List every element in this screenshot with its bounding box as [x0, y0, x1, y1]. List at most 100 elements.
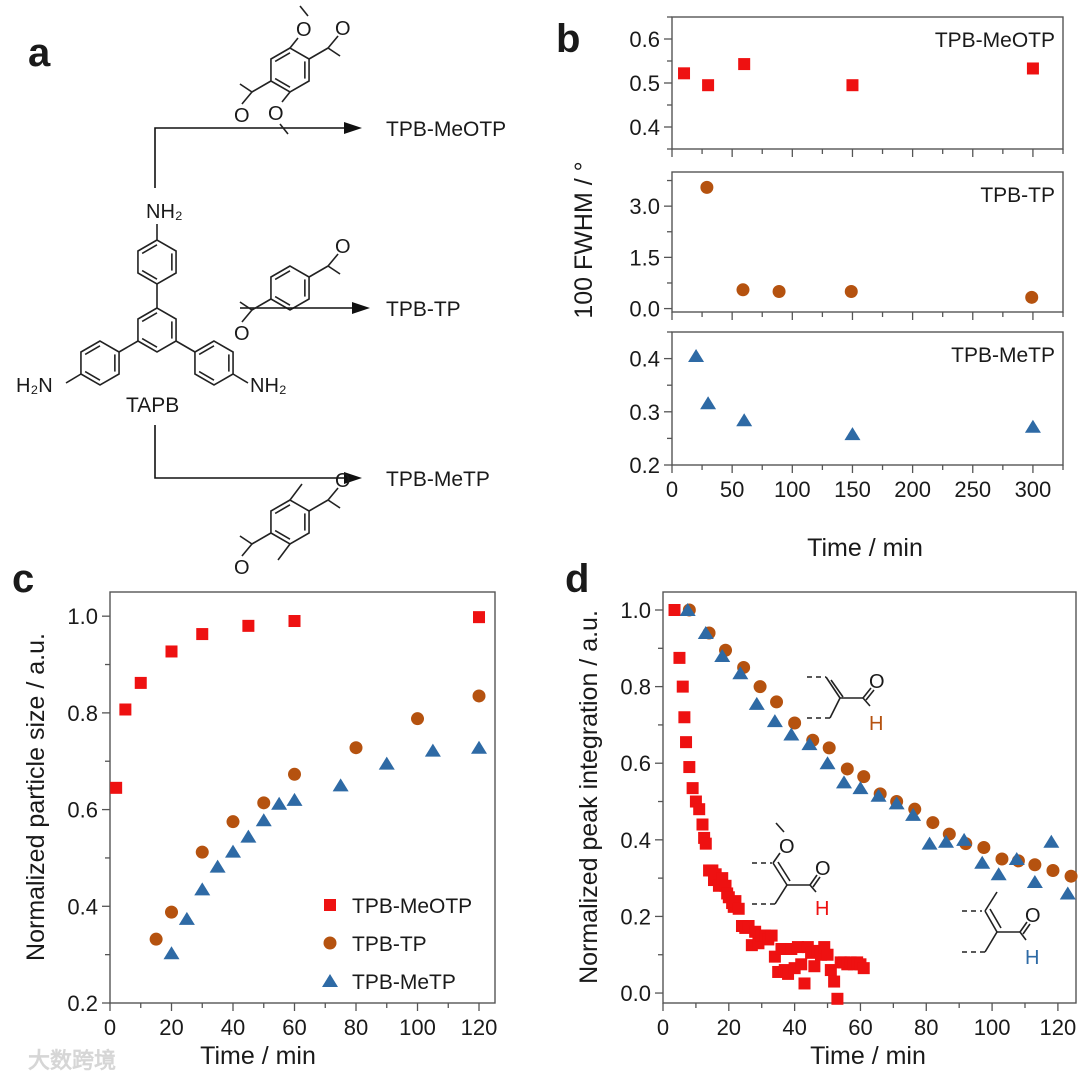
double-bond [141, 269, 158, 280]
data-point-triangle [844, 427, 861, 441]
data-point-circle [844, 285, 858, 299]
bond [327, 35, 339, 49]
y-tick-label: 0.0 [629, 297, 660, 322]
x-tick-label: 50 [720, 477, 744, 502]
reaction-scheme: NH₂ H₂N NH₂ TAPB TPB-MeOTP TPB-TP TPB-Me… [16, 5, 506, 579]
data-point-square [678, 67, 691, 80]
data-point-triangle [194, 882, 211, 896]
data-point-triangle [974, 855, 991, 869]
y-tick-label: 0.4 [620, 828, 651, 853]
x-tick-label: 300 [1015, 477, 1052, 502]
data-point-circle [195, 845, 209, 859]
subplot-annotation: TPB-TP [980, 184, 1055, 207]
oxygen-label: O [869, 671, 885, 693]
x-tick-label: 20 [159, 1015, 183, 1040]
data-point-square [683, 761, 696, 774]
plot-frame [109, 591, 496, 1004]
data-point-circle [411, 712, 425, 726]
data-point-circle [736, 283, 750, 297]
data-point-square [795, 958, 808, 971]
x-tick-label: 60 [282, 1015, 306, 1040]
x-axis-title: Time / min [807, 534, 923, 562]
charts: 0.4 0.5 0.6 TPB-MeOTP 0.0 1.5 3.0 TPB-TP 100 FWH… [22, 16, 1078, 1070]
arrowhead-icon [352, 302, 370, 314]
legend-label: TPB-MeOTP [352, 895, 472, 918]
data-point-square [473, 611, 486, 624]
data-point-triangle [783, 727, 800, 741]
data-point-circle [226, 815, 240, 829]
tapb-label: TAPB [126, 394, 179, 417]
data-point-square [288, 615, 301, 628]
bond [65, 373, 82, 384]
oxygen-label: O [234, 557, 250, 579]
data-point-square [828, 975, 841, 988]
data-point-circle [257, 796, 271, 810]
data-point-square [696, 818, 709, 831]
panel-label-b: b [556, 17, 580, 61]
bond [865, 689, 875, 701]
bond [251, 80, 272, 93]
product-label-metp: TPB-MeTP [386, 468, 490, 491]
series-tpb-meotp [668, 604, 870, 1005]
legend-label: TPB-TP [352, 933, 427, 956]
double-bond [274, 77, 291, 88]
oxygen-label: O [234, 105, 250, 127]
arrowhead-icon [344, 122, 362, 134]
x-tick-label: 120 [1040, 1015, 1077, 1040]
bond [812, 876, 821, 888]
bond [772, 852, 781, 864]
double-bond [198, 370, 215, 381]
data-point-triangle [286, 792, 303, 806]
y-tick-label: 1.0 [67, 604, 98, 629]
benzene-ring [270, 499, 310, 545]
bond [232, 373, 249, 384]
y-tick-label: 0.6 [67, 798, 98, 823]
double-bond [141, 244, 158, 255]
data-point-triangle [688, 348, 705, 362]
data-point-triangle [697, 625, 714, 639]
data-point-circle [926, 816, 940, 830]
y-axis-title: Normalized particle size / a.u. [22, 633, 50, 961]
series-tpb-tp [700, 180, 1039, 304]
data-point-triangle [1043, 834, 1060, 848]
double-bond [84, 345, 101, 356]
series-tpb-meotp [110, 611, 486, 794]
hydrogen-label: H [869, 713, 883, 735]
legend-marker-circle [323, 936, 337, 950]
data-point-triangle [766, 714, 783, 728]
data-point-square [165, 645, 178, 658]
data-point-square [119, 703, 132, 716]
data-point-triangle [471, 740, 488, 754]
double-bond [198, 345, 215, 356]
oxygen-label: O [1025, 905, 1041, 927]
data-point-circle [165, 905, 179, 919]
subplot-annotation: TPB-MeOTP [935, 29, 1055, 52]
data-point-circle [288, 767, 302, 781]
bond [239, 301, 253, 311]
data-point-triangle [870, 788, 887, 802]
bond [241, 309, 253, 323]
bond [239, 83, 253, 93]
bond [862, 697, 871, 707]
chart-panel-b-0: 0.4 0.5 0.6 TPB-MeOTP [629, 16, 1064, 157]
data-point-triangle [835, 775, 852, 789]
data-point-square [824, 964, 837, 977]
data-point-square [676, 680, 689, 693]
series-tpb-meotp [678, 58, 1039, 92]
product-label-tp: TPB-TP [386, 298, 461, 321]
bond [775, 822, 785, 833]
data-point-circle [1028, 858, 1042, 872]
data-point-square [808, 960, 821, 973]
data-point-circle [753, 680, 767, 694]
data-point-circle [1025, 290, 1039, 304]
data-point-triangle [378, 756, 395, 770]
bond [251, 532, 272, 545]
x-tick-label: 100 [399, 1015, 436, 1040]
x-tick-label: 100 [974, 1015, 1011, 1040]
bond [777, 861, 791, 882]
watermark: 大数跨境 [28, 1048, 116, 1073]
data-point-circle [149, 932, 163, 946]
y-tick-label: 0.3 [629, 400, 660, 425]
y-tick-label: 3.0 [629, 194, 660, 219]
y-tick-label: 1.0 [620, 598, 651, 623]
